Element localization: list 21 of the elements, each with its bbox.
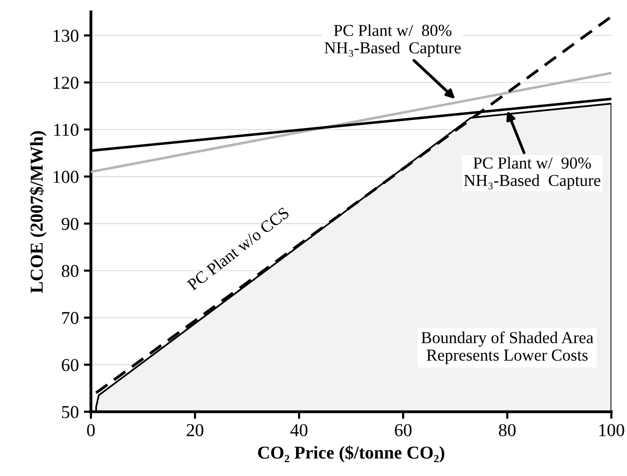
y-tick-label: 120 xyxy=(54,76,78,89)
y-tick-label: 90 xyxy=(62,218,78,230)
x-tick-label: 60 xyxy=(394,424,412,436)
annotation: Boundary of Shaded Area Represents Lower Costs xyxy=(421,331,594,364)
y-tick-label: 110 xyxy=(54,124,78,136)
x-tick-label: 20 xyxy=(186,424,204,436)
x-tick-label: 100 xyxy=(599,424,624,436)
y-tick-label: 100 xyxy=(54,170,78,183)
y-tick-label: 50 xyxy=(62,406,78,418)
y-tick-label: 70 xyxy=(62,312,78,324)
y-tick-label: 80 xyxy=(62,264,78,278)
y-tick-label: 60 xyxy=(62,358,78,372)
y-axis-title: LCOE (2007$/MWh) xyxy=(30,131,46,294)
annotation: PC Plant w/o CCS xyxy=(186,206,290,291)
y-tick-label: 130 xyxy=(54,30,78,42)
x-tick-label: 40 xyxy=(290,424,308,436)
x-tick-label: 80 xyxy=(498,424,516,436)
annotation: PC Plant w/ 80% NH₃-Based Capture xyxy=(324,24,461,57)
annotation: PC Plant w/ 90% NH₃-Based Capture xyxy=(464,156,600,190)
x-axis-title: CO₂ Price ($/tonne CO₂) xyxy=(258,445,444,462)
x-tick-label: 0 xyxy=(87,424,95,436)
